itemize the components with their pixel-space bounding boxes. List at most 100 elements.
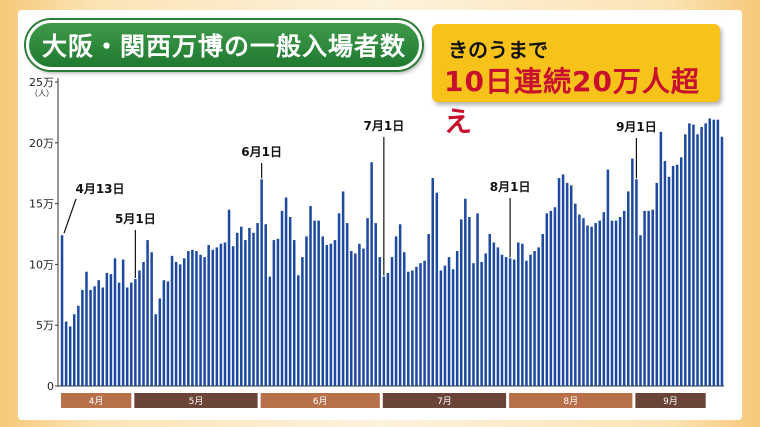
bar <box>447 257 451 386</box>
bar <box>651 209 654 386</box>
bar <box>708 118 712 386</box>
bar <box>525 260 528 386</box>
bar <box>134 278 137 386</box>
bar <box>504 257 508 386</box>
month-label: 9月 <box>663 396 678 407</box>
bar <box>451 269 455 386</box>
y-axis-unit: （人） <box>30 89 54 98</box>
bar <box>614 220 618 386</box>
annotation-label: 7月1日 <box>364 119 405 133</box>
bar <box>561 174 565 386</box>
bar <box>394 236 398 386</box>
bar <box>427 234 430 386</box>
month-band <box>382 393 507 408</box>
month-band <box>134 393 258 408</box>
bar <box>586 225 589 386</box>
bar <box>272 240 276 386</box>
bar <box>235 232 239 386</box>
bar <box>565 182 569 386</box>
bar <box>647 210 650 386</box>
bar <box>260 179 263 386</box>
bar <box>655 182 659 386</box>
bar <box>631 158 634 386</box>
bar <box>199 254 202 386</box>
bar <box>195 251 198 386</box>
bar <box>500 254 504 386</box>
month-band <box>61 393 132 408</box>
bar <box>667 176 671 386</box>
highlight-callout: きのうまで 10日連続20万人超え <box>432 24 720 138</box>
bar <box>313 220 316 386</box>
bar <box>545 213 549 386</box>
bar <box>366 218 369 386</box>
bar <box>610 220 614 386</box>
bar <box>423 260 426 386</box>
bar <box>402 252 406 386</box>
bar <box>187 251 190 386</box>
bar <box>390 257 394 386</box>
bar <box>68 326 72 386</box>
bar <box>415 266 418 386</box>
bar <box>557 178 561 386</box>
bar <box>178 264 182 386</box>
bar <box>105 272 109 386</box>
bar <box>484 253 487 386</box>
month-band <box>635 393 706 408</box>
bar <box>362 248 365 386</box>
y-tick-label: 5万 <box>36 319 54 332</box>
bar <box>712 119 716 386</box>
bar <box>64 321 68 386</box>
bar <box>325 244 329 386</box>
bar <box>675 164 679 386</box>
bar <box>439 270 443 386</box>
bar <box>679 157 683 386</box>
month-label: 5月 <box>189 396 204 407</box>
bar <box>398 224 402 386</box>
bar <box>598 220 602 386</box>
bar <box>622 210 626 386</box>
callout-line2: 10日連続20万人超え <box>444 65 700 138</box>
bar <box>317 220 320 386</box>
bar <box>89 289 92 386</box>
bar <box>639 235 642 386</box>
bar <box>252 232 255 386</box>
y-tick-label: 25万 <box>29 76 54 89</box>
bar <box>358 243 361 386</box>
bar <box>643 210 646 386</box>
bar <box>549 210 553 386</box>
bar <box>435 192 439 386</box>
bar <box>150 252 153 386</box>
bar <box>301 257 304 386</box>
bar <box>60 235 64 386</box>
bar <box>663 161 667 386</box>
date-annotations: 4月13日 5月1日 6月1日 7月1日 8月1日 9月1日 <box>63 119 657 278</box>
bar <box>207 244 210 386</box>
bar <box>85 271 88 386</box>
bar <box>117 282 121 386</box>
bar <box>696 134 699 386</box>
bar <box>472 263 475 386</box>
bar <box>219 243 223 386</box>
bar <box>125 287 129 386</box>
bar <box>162 280 166 386</box>
bar <box>684 134 687 386</box>
month-bands: 4月 5月 6月 7月 8月 9月 <box>61 393 706 408</box>
bars <box>60 118 724 387</box>
bar <box>297 275 300 386</box>
bar <box>569 185 573 386</box>
bar <box>578 214 581 386</box>
bar <box>101 287 105 386</box>
bar <box>93 286 96 386</box>
month-label: 6月 <box>313 396 328 407</box>
bar <box>215 247 219 386</box>
chart-title: 大阪・関西万博の一般入場者数 <box>26 20 422 70</box>
bar <box>276 238 280 386</box>
y-tick-label: 20万 <box>29 137 54 150</box>
bar <box>627 191 630 386</box>
bar <box>227 209 231 386</box>
bar <box>700 126 703 387</box>
bar <box>350 251 353 386</box>
bar <box>602 212 606 386</box>
bar <box>256 223 259 386</box>
y-tick-label: 15万 <box>29 198 54 211</box>
